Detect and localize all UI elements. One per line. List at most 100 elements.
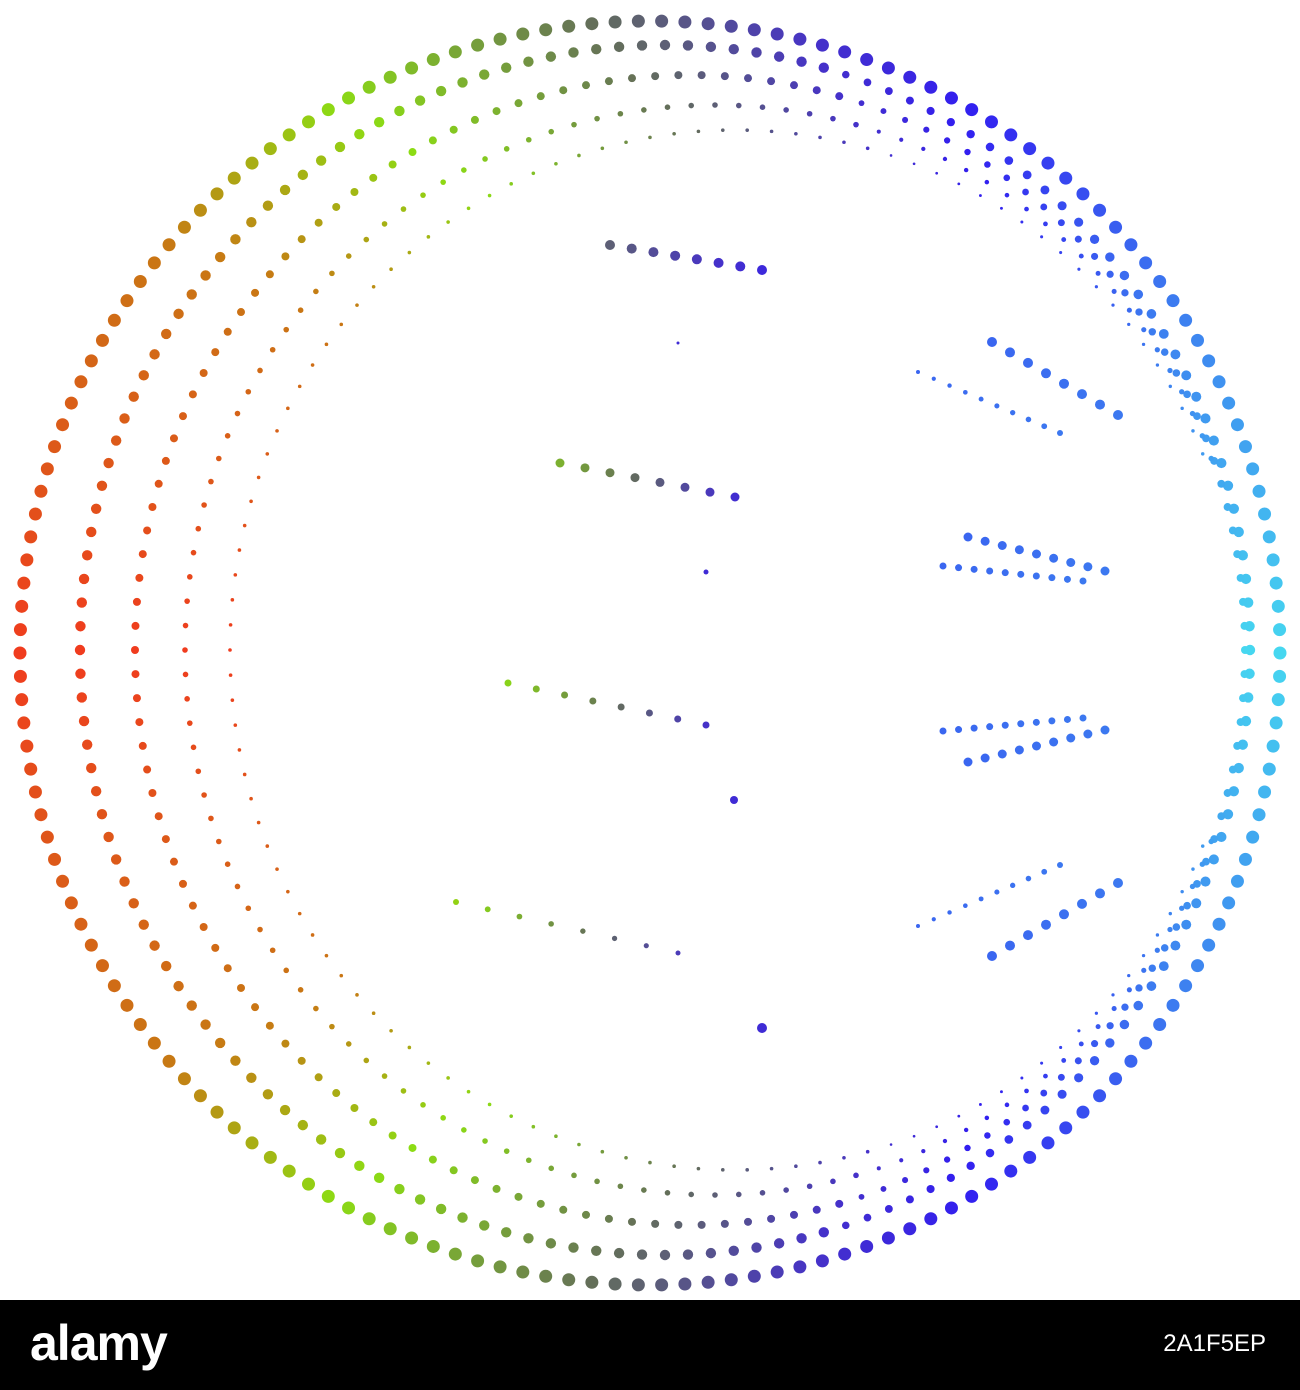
dot xyxy=(173,308,184,320)
dot xyxy=(1022,1120,1032,1130)
dot xyxy=(1238,440,1252,454)
dot xyxy=(237,748,242,752)
dot xyxy=(730,796,738,804)
dot xyxy=(40,830,54,844)
dot xyxy=(470,1176,479,1185)
dot xyxy=(342,91,356,105)
dot xyxy=(1004,1135,1014,1144)
dot xyxy=(1191,391,1202,402)
dot xyxy=(713,257,724,268)
dot xyxy=(1025,416,1032,423)
dot xyxy=(249,796,253,801)
dot xyxy=(889,1143,893,1146)
dot xyxy=(138,370,149,381)
dot xyxy=(428,1155,437,1164)
dot xyxy=(860,1239,874,1253)
dot xyxy=(1111,993,1115,997)
dot xyxy=(84,354,98,368)
dot xyxy=(1154,347,1160,353)
dot xyxy=(1222,896,1236,910)
dot xyxy=(1230,418,1244,432)
dot xyxy=(1240,670,1249,679)
dot xyxy=(265,270,274,279)
dot xyxy=(1076,1105,1090,1119)
dot xyxy=(965,103,979,117)
dot xyxy=(369,173,378,182)
dot xyxy=(228,673,233,677)
dot xyxy=(987,337,997,347)
dot xyxy=(186,289,197,300)
dot xyxy=(297,1056,306,1065)
dot xyxy=(215,838,222,845)
dot xyxy=(178,412,187,421)
dot xyxy=(345,1041,352,1047)
dot xyxy=(1023,357,1033,368)
dot xyxy=(334,1147,346,1159)
dot xyxy=(95,959,109,973)
dot xyxy=(487,1102,492,1107)
dot xyxy=(674,1220,683,1229)
dot xyxy=(701,1275,715,1289)
dot xyxy=(984,1177,998,1191)
dot xyxy=(147,1036,161,1050)
dot xyxy=(1179,389,1185,395)
dot xyxy=(1041,156,1055,170)
dot xyxy=(783,1187,789,1193)
dot xyxy=(659,39,671,51)
dot xyxy=(899,1158,904,1163)
dot xyxy=(161,456,170,465)
dot xyxy=(1124,1054,1138,1068)
dot xyxy=(880,108,887,115)
dot xyxy=(1189,883,1196,890)
dot xyxy=(394,1183,405,1195)
dot xyxy=(1083,729,1093,739)
dot xyxy=(224,861,231,867)
dot xyxy=(484,906,491,913)
dot xyxy=(1091,1040,1099,1048)
dot xyxy=(655,1278,669,1292)
dot xyxy=(659,1249,671,1261)
dot xyxy=(608,1277,622,1291)
dot xyxy=(120,294,134,308)
dot xyxy=(963,390,968,395)
dot xyxy=(128,391,139,402)
dot xyxy=(17,716,31,730)
dot xyxy=(842,70,850,79)
dot xyxy=(184,696,190,702)
dot xyxy=(1200,844,1205,848)
dot xyxy=(1017,720,1025,728)
dot xyxy=(182,647,188,653)
dot xyxy=(1216,831,1227,843)
dot xyxy=(509,182,513,186)
dot xyxy=(1126,987,1132,993)
dot xyxy=(13,623,27,637)
dot xyxy=(1024,1088,1029,1094)
dot xyxy=(1230,874,1244,888)
dot xyxy=(420,192,426,198)
dot xyxy=(256,475,261,480)
dot xyxy=(744,1217,753,1226)
dot xyxy=(471,38,485,52)
dot xyxy=(986,567,994,575)
dot xyxy=(955,726,963,734)
dot xyxy=(881,61,895,75)
dot xyxy=(84,938,98,952)
dot xyxy=(947,910,952,915)
dot xyxy=(281,1039,290,1048)
dot xyxy=(747,1269,761,1283)
dot xyxy=(636,40,648,51)
dot xyxy=(453,899,459,905)
dot xyxy=(1200,876,1211,887)
dot xyxy=(1059,378,1069,389)
dot xyxy=(1216,457,1227,469)
dot xyxy=(531,1124,536,1129)
dot xyxy=(942,1138,948,1144)
dot xyxy=(1049,737,1059,747)
dot xyxy=(880,1185,887,1192)
dot xyxy=(531,171,536,176)
dot xyxy=(999,206,1003,210)
dot xyxy=(1105,252,1115,262)
dot xyxy=(902,116,909,123)
dot xyxy=(282,128,296,142)
dot xyxy=(1191,333,1205,347)
